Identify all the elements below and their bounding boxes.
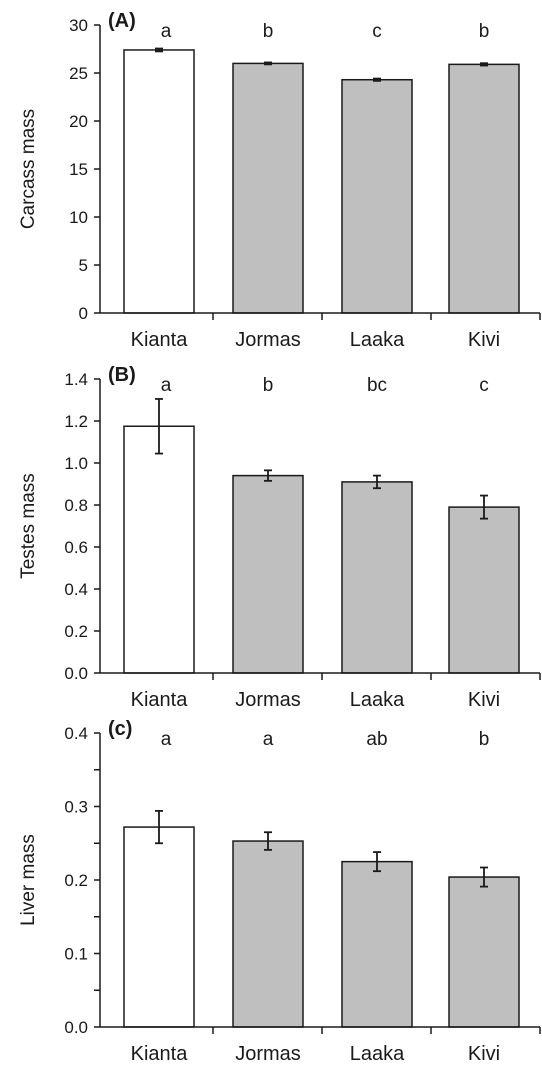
y-tick-label: 0.6 — [64, 538, 88, 557]
y-tick-label: 0.2 — [64, 622, 88, 641]
x-tick-label: Kivi — [468, 329, 500, 351]
bar-laaka — [341, 860, 413, 1028]
y-tick-label: 0 — [79, 304, 88, 323]
y-tick-label: 5 — [79, 256, 88, 275]
significance-letter: a — [263, 729, 274, 750]
significance-letter: b — [263, 375, 274, 396]
x-tick-label: Kianta — [131, 329, 189, 351]
y-tick-label: 0.3 — [64, 798, 88, 817]
significance-letter: c — [479, 375, 489, 396]
y-tick-label: 0.8 — [64, 496, 88, 515]
x-tick-label: Jormas — [235, 329, 301, 351]
x-tick-label: Kianta — [131, 689, 189, 711]
significance-letter: b — [263, 21, 274, 42]
significance-letter: ab — [366, 729, 387, 750]
bar-jormas — [232, 62, 304, 314]
x-tick-label: Jormas — [235, 1043, 301, 1065]
error-bar-laaka — [373, 851, 381, 873]
bar-laaka — [341, 78, 413, 314]
x-tick-label: Laaka — [350, 329, 405, 351]
y-tick-label: 15 — [69, 160, 88, 179]
error-bar-laaka — [373, 77, 381, 82]
panel-label: (B) — [108, 364, 136, 386]
significance-letter: b — [479, 21, 490, 42]
x-tick-label: Kivi — [468, 689, 500, 711]
bar-kianta — [123, 425, 195, 674]
error-bar-kivi — [480, 62, 488, 67]
y-tick-label: 0.2 — [64, 871, 88, 890]
y-axis-title: Testes mass — [18, 473, 39, 579]
significance-letter: c — [372, 21, 382, 42]
significance-letter: a — [161, 21, 172, 42]
bar-laaka — [341, 481, 413, 674]
error-bar-kianta — [155, 810, 163, 845]
y-tick-label: 10 — [69, 208, 88, 227]
error-bar-kivi — [480, 494, 488, 520]
y-tick-label: 0.0 — [64, 664, 88, 683]
chart-panel-3: 0.0 0.1 0.2 0.3 0.4 Kianta Jormas Laaka Kivi a a ab… — [18, 718, 541, 1065]
y-axis-title: Liver mass — [18, 834, 39, 926]
y-tick-label: 1.2 — [64, 412, 88, 431]
error-bar-laaka — [373, 474, 381, 490]
significance-letter: bc — [367, 375, 387, 396]
bar-jormas — [232, 840, 304, 1028]
bar-kivi — [448, 506, 520, 674]
x-tick-label: Laaka — [350, 1043, 405, 1065]
error-bar-jormas — [264, 831, 272, 851]
panel-label: (c) — [108, 718, 132, 740]
bar-jormas — [232, 474, 304, 674]
y-tick-label: 0.0 — [64, 1018, 88, 1037]
error-bar-kianta — [155, 47, 163, 53]
error-bar-kivi — [480, 866, 488, 888]
y-tick-label: 1.0 — [64, 454, 88, 473]
y-tick-label: 1.4 — [64, 370, 88, 389]
y-tick-label: 20 — [69, 112, 88, 131]
y-tick-label: 0.4 — [64, 724, 88, 743]
error-bar-jormas — [264, 469, 272, 482]
y-tick-label: 0.4 — [64, 580, 88, 599]
x-tick-label: Kivi — [468, 1043, 500, 1065]
y-tick-label: 30 — [69, 16, 88, 35]
y-tick-label: 25 — [69, 64, 88, 83]
bar-kianta — [123, 826, 195, 1028]
bar-kianta — [123, 49, 195, 314]
y-axis-title: Carcass mass — [18, 109, 39, 229]
error-bar-kianta — [155, 398, 163, 455]
significance-letter: a — [161, 729, 172, 750]
bar-kivi — [448, 63, 520, 314]
significance-letter: b — [479, 729, 490, 750]
error-bar-jormas — [264, 61, 272, 66]
chart-panel-1: 0 5 10 15 20 25 30 Kianta Jormas Laaka Kivi a b c b (A)… — [18, 10, 541, 351]
x-tick-label: Jormas — [235, 689, 301, 711]
bar-kivi — [448, 876, 520, 1028]
panel-label: (A) — [108, 10, 136, 32]
chart-panel-2: 0.0 0.2 0.4 0.6 0.8 1.0 1.2 1.4 Kianta Jormas Laak… — [18, 364, 541, 711]
x-tick-label: Laaka — [350, 689, 405, 711]
y-tick-label: 0.1 — [64, 945, 88, 964]
significance-letter: a — [161, 375, 172, 396]
x-tick-label: Kianta — [131, 1043, 189, 1065]
